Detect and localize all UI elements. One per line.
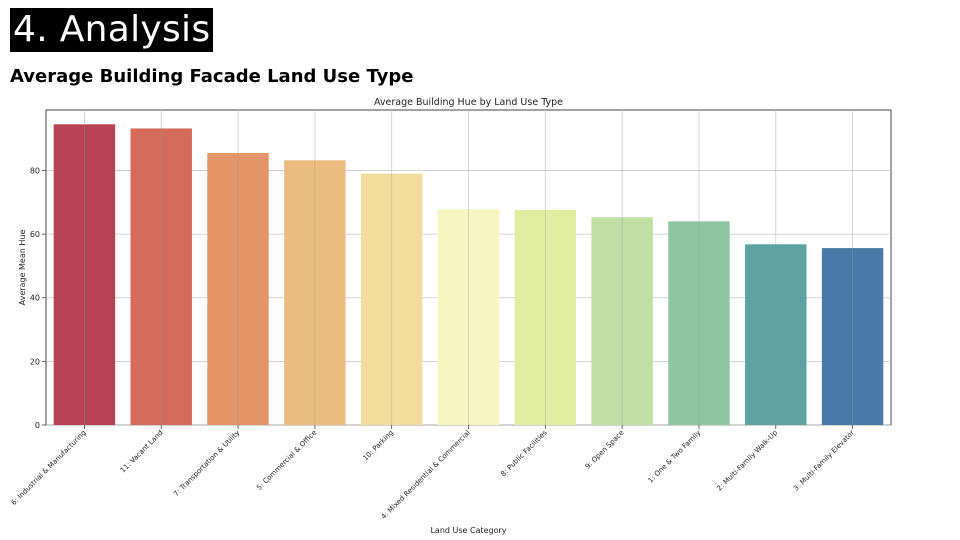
bar (514, 209, 577, 425)
bar (360, 173, 423, 425)
x-tick-label: 4: Mixed Residential & Commercial (380, 429, 472, 521)
x-tick-label: 8: Public Facilities (499, 429, 549, 479)
chart-title: Average Building Hue by Land Use Type (374, 97, 563, 108)
bar (207, 152, 269, 426)
bar (821, 248, 884, 425)
bar (745, 244, 807, 425)
y-tick-label: 20 (30, 357, 40, 366)
x-tick-label: 2: Multi-Family Walk-Up (715, 428, 779, 492)
bar (53, 124, 116, 426)
y-tick-label: 40 (30, 294, 40, 303)
x-tick-label: 7: Transportation & Utility (172, 429, 241, 498)
bar (668, 221, 730, 425)
x-tick-label: 5: Commercial & Office (255, 429, 318, 492)
bar (437, 209, 500, 425)
y-axis-label: Average Mean Hue (18, 230, 27, 306)
x-tick-label: 11: Vacant Land (119, 429, 165, 475)
bar (591, 217, 653, 425)
slide-title: 4. Analysis (10, 8, 214, 52)
x-tick-label: 1: One & Two Family (646, 429, 702, 485)
bar (130, 128, 192, 426)
x-tick-label: 3: Multi-Family Elevator (792, 429, 856, 493)
y-tick-label: 0 (35, 421, 40, 430)
x-tick-label: 6: Industrial & Manufacturing (10, 429, 88, 507)
y-tick-label: 60 (30, 230, 40, 239)
bars (53, 124, 884, 426)
x-axis-label: Land Use Category (430, 526, 506, 535)
x-tick-label: 10: Parking (362, 429, 396, 463)
bar (284, 160, 346, 426)
section-heading: Average Building Facade Land Use Type (10, 66, 414, 87)
y-tick-label: 80 (30, 166, 40, 175)
x-tick-label: 9: Open Space (584, 429, 626, 471)
